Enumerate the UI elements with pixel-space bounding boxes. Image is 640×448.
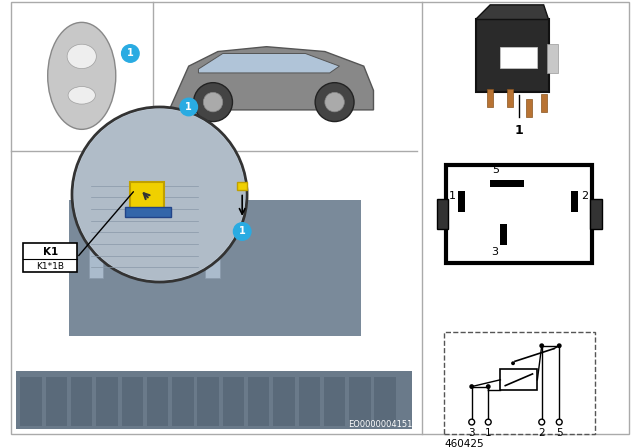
- Bar: [147, 200, 161, 278]
- Text: 5: 5: [556, 428, 563, 438]
- Bar: [547, 44, 558, 73]
- Bar: [96, 377, 118, 426]
- Bar: [15, 370, 412, 429]
- Bar: [237, 182, 247, 190]
- Bar: [122, 377, 143, 426]
- Circle shape: [193, 83, 232, 121]
- Text: EO0000004151: EO0000004151: [348, 420, 412, 429]
- Text: K1: K1: [42, 247, 58, 258]
- Text: 460425: 460425: [445, 439, 484, 448]
- Circle shape: [557, 343, 562, 348]
- Bar: [223, 377, 244, 426]
- Bar: [447, 165, 592, 263]
- Bar: [273, 377, 294, 426]
- Bar: [20, 377, 42, 426]
- Text: 3: 3: [491, 247, 498, 257]
- Bar: [487, 90, 493, 107]
- Bar: [147, 377, 168, 426]
- Bar: [436, 199, 449, 228]
- Bar: [590, 199, 602, 228]
- Bar: [205, 200, 220, 278]
- Polygon shape: [476, 5, 548, 19]
- Circle shape: [72, 107, 247, 282]
- Bar: [172, 377, 193, 426]
- Circle shape: [204, 92, 223, 112]
- Bar: [458, 190, 465, 212]
- Bar: [500, 47, 537, 68]
- Bar: [24, 243, 77, 272]
- Bar: [11, 152, 417, 278]
- Bar: [374, 377, 396, 426]
- Polygon shape: [198, 53, 339, 73]
- Text: 1: 1: [186, 102, 192, 112]
- Circle shape: [180, 98, 198, 116]
- Bar: [69, 200, 361, 336]
- Text: 5: 5: [492, 165, 499, 175]
- Ellipse shape: [48, 22, 116, 129]
- Bar: [500, 369, 538, 391]
- Circle shape: [485, 419, 491, 425]
- Bar: [248, 377, 269, 426]
- Bar: [324, 377, 346, 426]
- Bar: [476, 19, 548, 92]
- Bar: [88, 200, 103, 278]
- Ellipse shape: [67, 44, 96, 69]
- Bar: [131, 182, 164, 209]
- Circle shape: [315, 83, 354, 121]
- Circle shape: [74, 109, 245, 280]
- Text: 1: 1: [127, 48, 134, 59]
- Bar: [45, 377, 67, 426]
- Bar: [11, 152, 417, 434]
- Text: 1: 1: [449, 190, 456, 201]
- Circle shape: [325, 92, 344, 112]
- Bar: [445, 332, 595, 434]
- Bar: [507, 90, 513, 107]
- Circle shape: [122, 45, 139, 62]
- Bar: [490, 180, 524, 187]
- Bar: [198, 377, 219, 426]
- Bar: [71, 377, 92, 426]
- Polygon shape: [169, 47, 374, 110]
- Text: K1*1B: K1*1B: [36, 262, 64, 271]
- Text: 1: 1: [239, 226, 246, 237]
- Bar: [349, 377, 371, 426]
- Text: 1: 1: [485, 428, 492, 438]
- Bar: [500, 224, 507, 245]
- Circle shape: [511, 361, 515, 365]
- Circle shape: [234, 223, 251, 240]
- Bar: [125, 207, 172, 217]
- Ellipse shape: [68, 86, 95, 104]
- Circle shape: [556, 419, 562, 425]
- Circle shape: [469, 384, 474, 389]
- Circle shape: [486, 384, 491, 389]
- Bar: [571, 190, 578, 212]
- Circle shape: [540, 343, 544, 348]
- Bar: [526, 99, 532, 116]
- Text: 1: 1: [515, 125, 524, 138]
- Text: 3: 3: [468, 428, 475, 438]
- Text: 2: 2: [580, 190, 588, 201]
- Circle shape: [539, 419, 545, 425]
- Bar: [541, 95, 547, 112]
- Circle shape: [468, 419, 475, 425]
- Text: 2: 2: [538, 428, 545, 438]
- Bar: [299, 377, 320, 426]
